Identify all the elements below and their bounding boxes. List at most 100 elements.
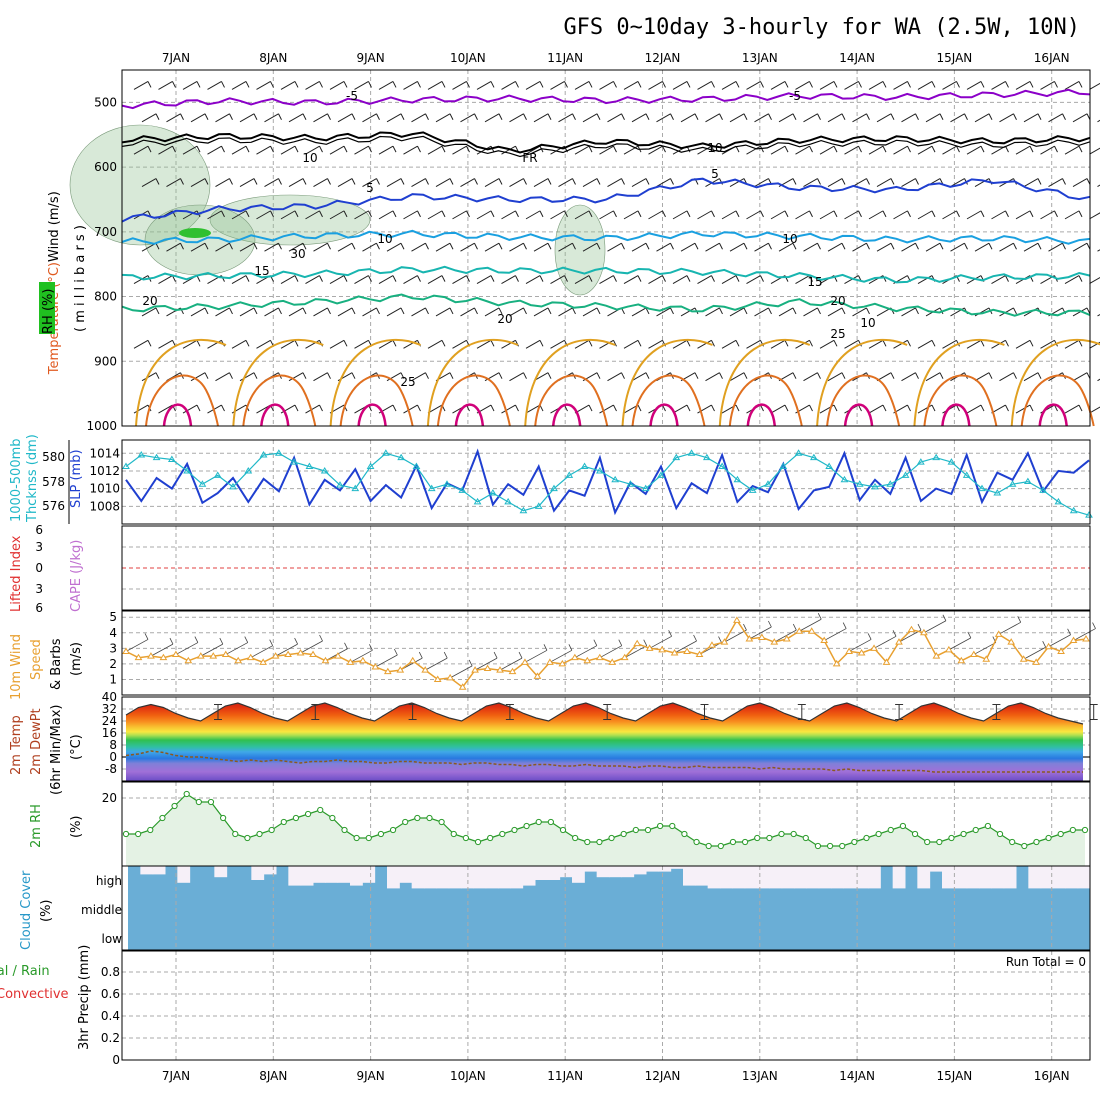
wind-barb (1023, 113, 1042, 123)
wind-barb (901, 372, 919, 382)
wind-barb (746, 145, 764, 155)
wind-barb (827, 372, 846, 382)
rh2m-marker (414, 814, 421, 822)
wind-barb (231, 275, 250, 285)
rh2m-marker (960, 830, 967, 838)
isotherm-35 (1038, 403, 1068, 427)
rh2m-marker (547, 818, 554, 826)
wind-barb (844, 145, 862, 155)
wind-barb (239, 307, 258, 317)
isotherm-30 (631, 374, 706, 427)
wind10m-label-b: Speed (29, 639, 44, 680)
wind-barb (966, 404, 985, 414)
wind10m-marker (570, 653, 579, 661)
wind10m-marker (221, 650, 230, 658)
top-date-label: 11JAN (547, 51, 583, 65)
wind10m-marker (932, 652, 941, 659)
thickness-marker (305, 462, 314, 470)
wind-barb (574, 210, 593, 220)
thickness-marker (122, 462, 130, 470)
wind-barb (778, 307, 797, 317)
cloud-high-gap (461, 866, 474, 889)
thickness-marker (427, 484, 436, 492)
wind-barb (607, 372, 625, 382)
wind-barb (558, 307, 576, 317)
wind-barb (427, 275, 446, 285)
rh2m-marker (292, 814, 300, 822)
wind-barb (697, 145, 715, 155)
wind-barb (305, 275, 323, 285)
wind-barb (917, 210, 936, 220)
wind10m-marker (171, 650, 180, 658)
rh2m-marker (365, 834, 372, 842)
wind-barb (631, 242, 650, 252)
precip-label-a: Total / Rain (0, 964, 50, 979)
isotherm-30 (339, 374, 414, 427)
wind-barb (1064, 210, 1083, 220)
wind-barb (525, 210, 544, 220)
wind-barb (435, 113, 454, 123)
wind-axis-label: Wind (m/s) (47, 191, 62, 262)
thickness-marker (274, 449, 283, 456)
wind-barb (182, 339, 201, 349)
cape-panel: 6 3 0 3 6 Lifted Index CAPE (J/kg) (9, 523, 1091, 615)
rh2m-marker (159, 814, 166, 822)
wind-barb (1089, 277, 1100, 285)
wind-barb (672, 80, 691, 90)
thickness-marker (534, 502, 543, 509)
rh2m-marker (584, 838, 591, 846)
cloud-low-label: low (102, 932, 123, 946)
wind10m-marker (184, 656, 193, 664)
wind10m-line (125, 618, 1087, 689)
wind-barb (599, 145, 617, 155)
wind10m-marker (770, 638, 779, 645)
wind10m-marker (259, 658, 268, 665)
cloud-label-a: Cloud Cover (19, 870, 34, 950)
wind-barb (484, 113, 503, 123)
rh2m-marker (863, 834, 870, 842)
wind-barb (754, 113, 772, 123)
wind10m-marker (446, 673, 455, 681)
y-tick-label: 1 (109, 672, 117, 686)
wind-barb (950, 113, 968, 123)
top-date-label: 7JAN (162, 51, 190, 65)
y-tick-label: 0.8 (101, 965, 120, 979)
rh2m-marker (632, 826, 639, 834)
rh2m-marker (389, 826, 397, 834)
thickness-marker (748, 486, 757, 493)
wind10m-barb (225, 636, 249, 655)
wind-barb (427, 210, 446, 220)
cloud-high-gap (498, 866, 511, 889)
wind10m-marker (458, 683, 467, 690)
wind-barb (1072, 372, 1091, 382)
wind-barb (705, 113, 723, 123)
wind10m-marker (832, 659, 841, 667)
rh2m-marker (778, 830, 785, 838)
y-tick-label: 578 (42, 475, 65, 489)
wind-barb (231, 145, 250, 155)
minmax-bar (311, 704, 320, 720)
cloud-high-gap (781, 866, 795, 889)
wind-barb (770, 404, 789, 414)
wind-barb (501, 210, 519, 220)
y-tick-label: 40 (102, 690, 117, 704)
wind-barb (280, 210, 299, 220)
wind-barb (509, 372, 527, 382)
wind-barb (411, 307, 429, 317)
cloud-high-gap (1053, 866, 1066, 889)
wind-barb (501, 275, 519, 285)
wind10m-marker (159, 653, 168, 661)
wind-barb (133, 80, 152, 90)
wind-barb (1015, 339, 1034, 349)
wind-barb (288, 307, 307, 317)
wind-barb (354, 275, 372, 285)
bottom-date-label: 13JAN (742, 1069, 778, 1083)
isotherm-line (121, 88, 1091, 110)
wind-barb (452, 275, 470, 285)
thickness-marker (825, 462, 834, 470)
wind-barb (876, 113, 895, 123)
wind-barb (533, 307, 552, 317)
wind10m-marker (483, 664, 492, 672)
rh2m-marker (450, 830, 457, 838)
